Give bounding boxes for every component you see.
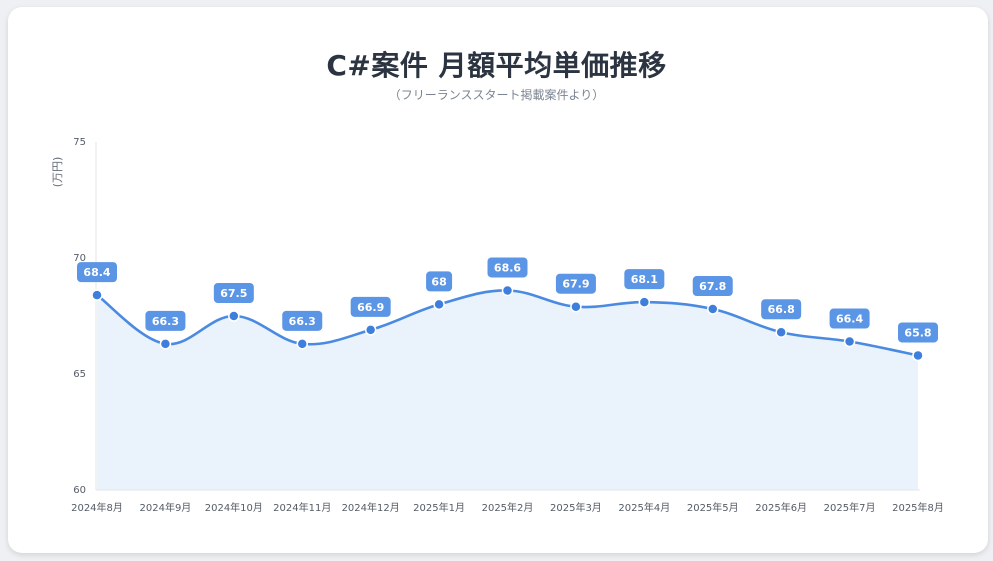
data-label-box <box>898 322 938 343</box>
data-label: 67.8 <box>699 280 726 293</box>
data-label: 68 <box>431 275 446 288</box>
data-label: 66.3 <box>152 315 179 328</box>
data-point <box>296 338 308 350</box>
data-point <box>91 289 103 301</box>
data-point <box>433 298 445 311</box>
chart-title: C#案件 月額平均単価推移 <box>326 49 667 82</box>
y-tick-label: 65 <box>73 369 86 380</box>
data-label: 68.1 <box>631 273 658 286</box>
x-tick-label: 2024年12月 <box>342 501 400 514</box>
area-fill <box>97 290 918 490</box>
data-point <box>912 349 924 362</box>
data-label-box <box>829 308 870 329</box>
y-tick-label: 60 <box>73 485 86 496</box>
data-label: 66.9 <box>357 301 384 314</box>
x-tick-label: 2025年1月 <box>413 501 465 514</box>
data-point <box>843 335 856 348</box>
x-tick-label: 2024年8月 <box>71 501 123 514</box>
data-point <box>364 324 377 336</box>
x-tick-label: 2025年4月 <box>618 501 670 514</box>
data-point <box>159 338 172 350</box>
data-label-box <box>487 257 528 278</box>
data-point <box>501 284 514 297</box>
y-tick-label: 70 <box>73 253 86 264</box>
data-label-box <box>77 262 117 283</box>
data-label-box <box>213 283 254 303</box>
x-tick-label: 2025年6月 <box>755 501 807 514</box>
data-point <box>707 303 719 315</box>
data-label-box <box>350 296 391 317</box>
x-tick-label: 2024年10月 <box>205 501 263 514</box>
x-tick-label: 2024年11月 <box>273 501 331 514</box>
y-axis-label: (万円) <box>51 157 64 188</box>
data-point <box>638 296 651 308</box>
x-tick-label: 2025年5月 <box>687 501 739 514</box>
data-label: 66.3 <box>289 315 316 328</box>
data-label-box <box>761 299 802 320</box>
data-label: 66.8 <box>768 303 795 316</box>
data-label: 67.9 <box>562 278 589 291</box>
x-tick-label: 2025年3月 <box>550 501 602 514</box>
x-tick-label: 2024年9月 <box>140 501 192 514</box>
data-label-box <box>692 276 733 297</box>
data-label-box <box>282 310 323 331</box>
data-point <box>570 300 582 313</box>
data-label-box <box>145 310 186 331</box>
data-label: 65.8 <box>904 326 931 339</box>
data-label: 68.6 <box>494 261 521 274</box>
x-tick-label: 2025年7月 <box>824 501 876 514</box>
data-point <box>775 326 787 338</box>
x-tick-label: 2025年8月 <box>892 501 944 514</box>
data-label-box <box>426 271 453 292</box>
data-point <box>228 310 240 322</box>
y-tick-label: 75 <box>73 137 86 148</box>
data-label: 68.4 <box>83 266 110 279</box>
data-label-box <box>624 269 665 290</box>
x-tick-label: 2025年2月 <box>482 501 534 514</box>
data-label: 67.5 <box>220 287 247 300</box>
data-label-box <box>555 273 596 294</box>
data-label: 66.4 <box>836 313 863 326</box>
chart-subtitle: （フリーランススタート掲載案件より） <box>388 88 605 102</box>
